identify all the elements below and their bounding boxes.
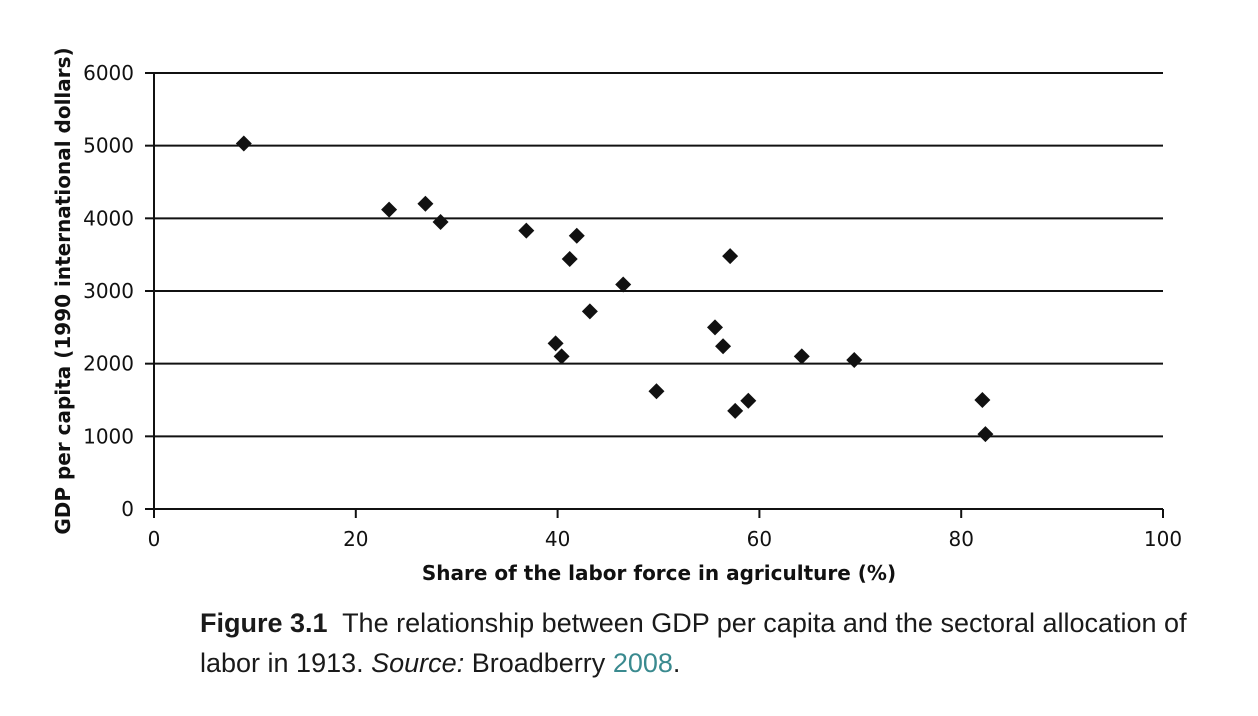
data-point-15	[722, 248, 739, 265]
x-tick-label-20: 20	[343, 527, 368, 551]
data-point-19	[846, 352, 863, 369]
data-point-5	[518, 222, 535, 239]
x-tick-label-60: 60	[747, 527, 772, 551]
data-point-16	[727, 402, 744, 419]
x-tick-label-0: 0	[148, 527, 161, 551]
y-tick-label-2000: 2000	[83, 352, 134, 376]
data-point-20	[974, 392, 991, 408]
data-point-21	[977, 426, 994, 443]
caption-source-author: Broadberry	[471, 648, 606, 678]
scatter-chart: 0 1000 2000 3000 4000 5000 6000 0 20 40 60 80 100 S…	[51, 47, 1182, 585]
y-tick-label-6000: 6000	[83, 61, 134, 85]
x-axis-title: Share of the labor force in agriculture …	[422, 561, 896, 585]
data-point-18	[793, 348, 810, 365]
data-point-6	[547, 335, 564, 352]
data-point-1	[235, 135, 252, 152]
x-tick-label-40: 40	[545, 527, 570, 551]
data-point-14	[715, 338, 732, 355]
caption-source-year-link[interactable]: 2008	[612, 648, 673, 678]
x-tick-label-80: 80	[948, 527, 973, 551]
data-point-4	[432, 213, 449, 230]
data-point-9	[568, 227, 585, 244]
caption-label: Figure 3.1	[200, 608, 328, 638]
data-point-2	[381, 201, 398, 218]
caption-end: .	[672, 648, 681, 678]
x-tick-label-100: 100	[1144, 527, 1182, 551]
caption-source-label: Source:	[371, 648, 465, 678]
data-point-7	[553, 348, 570, 365]
gridlines	[154, 72, 1163, 438]
data-point-3	[417, 195, 434, 212]
data-point-11	[615, 276, 632, 293]
y-axis-ticks: 0 1000 2000 3000 4000 5000 6000	[83, 61, 154, 521]
data-point-8	[561, 251, 578, 268]
data-point-17	[740, 392, 757, 409]
y-axis-title: GDP per capita (1990 international dolla…	[51, 47, 75, 534]
y-tick-label-1000: 1000	[83, 424, 134, 448]
data-point-10	[581, 303, 598, 320]
data-point-12	[648, 383, 665, 400]
y-tick-label-4000: 4000	[83, 206, 134, 230]
y-tick-label-0: 0	[121, 497, 134, 521]
y-tick-label-3000: 3000	[83, 279, 134, 303]
data-points	[235, 135, 994, 443]
caption-text: The relationship between GDP per capita …	[200, 608, 1187, 678]
figure-caption: Figure 3.1 The relationship between GDP …	[200, 603, 1240, 683]
y-tick-label-5000: 5000	[83, 134, 134, 158]
data-point-13	[707, 319, 724, 336]
x-axis-ticks: 0 20 40 60 80 100	[148, 509, 1182, 551]
